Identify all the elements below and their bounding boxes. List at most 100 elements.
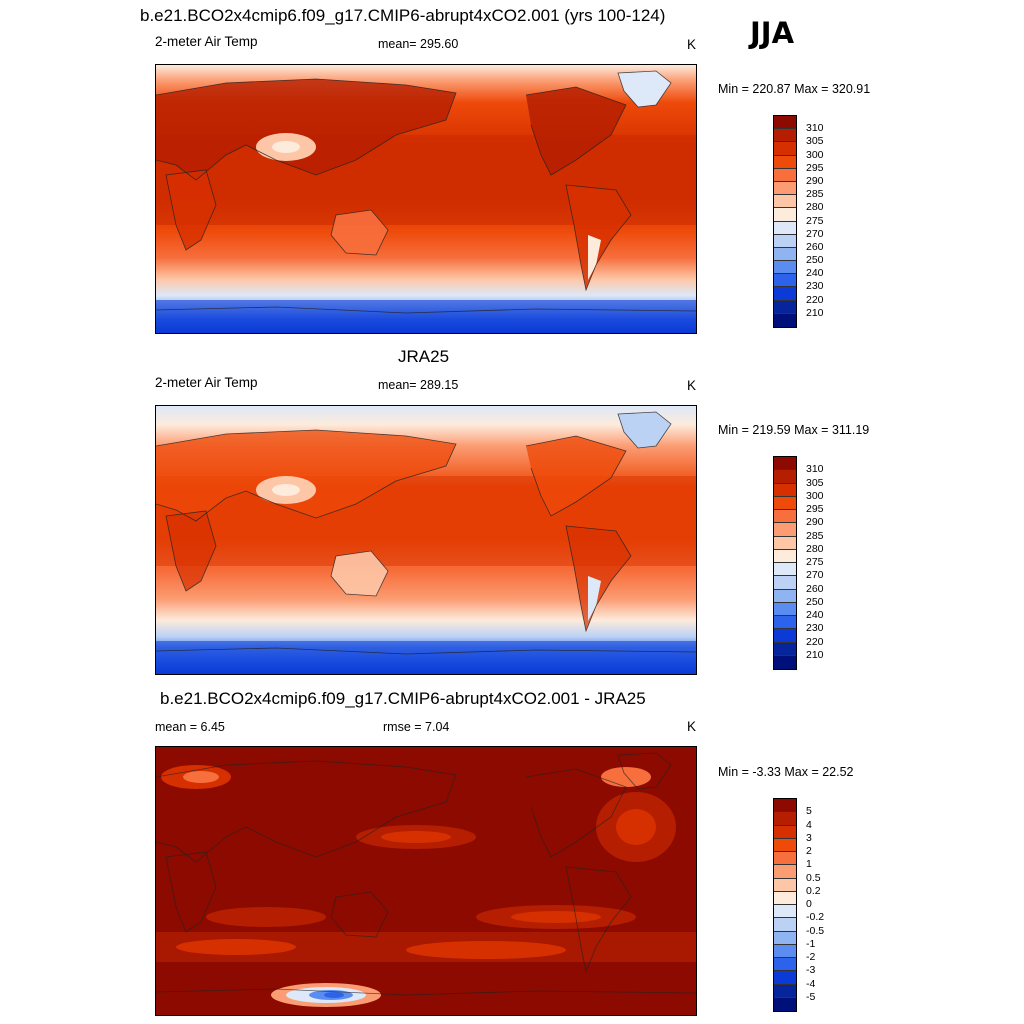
colorbar-swatch <box>774 602 796 616</box>
colorbar-swatch <box>774 997 796 1011</box>
colorbar-swatch <box>774 313 796 327</box>
colorbar-tick-label: 300 <box>806 489 824 502</box>
colorbar-swatch <box>774 195 796 209</box>
colorbar-swatch <box>774 536 796 550</box>
colorbar-swatch <box>774 549 796 563</box>
panel1-colorbar <box>773 115 797 328</box>
colorbar-swatch <box>774 523 796 537</box>
colorbar-tick-label: 305 <box>806 135 824 148</box>
colorbar-tick-label: -2 <box>806 951 816 963</box>
colorbar-tick-label: 230 <box>806 622 824 635</box>
colorbar-tick-label: -0.5 <box>806 924 825 937</box>
colorbar-tick-label: 260 <box>806 582 824 595</box>
colorbar-swatch <box>774 944 796 958</box>
colorbar-swatch <box>774 852 796 866</box>
colorbar-tick-label: 260 <box>806 240 824 253</box>
colorbar-swatch <box>774 208 796 222</box>
colorbar-tick-label: 1 <box>806 858 812 871</box>
colorbar-swatch <box>774 576 796 590</box>
panel1-units-label: K <box>687 37 697 52</box>
colorbar-swatch <box>774 905 796 919</box>
panel1-title: b.e21.BCO2x4cmip6.f09_g17.CMIP6-abrupt4x… <box>140 6 666 25</box>
colorbar-swatch <box>774 155 796 169</box>
panel2-mean-label: mean= 289.15 <box>378 378 459 392</box>
colorbar-swatch <box>774 181 796 196</box>
colorbar-tick-label: 220 <box>806 293 824 306</box>
colorbar-swatch <box>774 878 796 892</box>
colorbar-tick-label: 240 <box>806 267 824 280</box>
colorbar-tick-label: 295 <box>806 161 824 174</box>
colorbar-tick-label: 290 <box>806 516 824 529</box>
colorbar-swatch <box>774 825 796 839</box>
colorbar-swatch <box>774 457 796 471</box>
panel3-minmax-label: Min = -3.33 Max = 22.52 <box>718 765 854 779</box>
colorbar-swatch <box>774 142 796 156</box>
colorbar-swatch <box>774 470 796 484</box>
panel2-colorbar <box>773 456 797 670</box>
colorbar-tick-label: 285 <box>806 188 824 201</box>
colorbar-swatch <box>774 563 796 577</box>
panel2-title: JRA25 <box>398 347 450 366</box>
colorbar-swatch <box>774 287 796 301</box>
colorbar-tick-label: -4 <box>806 977 816 990</box>
colorbar-tick-label: 290 <box>806 174 824 187</box>
panel3-mean-label: mean = 6.45 <box>155 720 225 734</box>
colorbar-swatch <box>774 247 796 262</box>
panel2-units-label: K <box>687 378 697 393</box>
colorbar-tick-label: 270 <box>806 227 824 240</box>
colorbar-swatch <box>774 300 796 314</box>
panel3-units-label: K <box>687 719 697 734</box>
colorbar-swatch <box>774 799 796 813</box>
colorbar-tick-label: 3 <box>806 831 812 844</box>
colorbar-tick-label: 250 <box>806 254 824 267</box>
colorbar-tick-label: 275 <box>806 556 824 568</box>
panel2-variable-label: 2-meter Air Temp <box>155 375 258 390</box>
panel2-minmax-label: Min = 219.59 Max = 311.19 <box>718 423 870 437</box>
colorbar-swatch <box>774 234 796 248</box>
colorbar-tick-label: 285 <box>806 529 824 542</box>
colorbar-swatch <box>774 812 796 826</box>
panel3-colorbar <box>773 798 797 1012</box>
colorbar-swatch <box>774 589 796 603</box>
colorbar-tick-label: 210 <box>806 648 824 661</box>
colorbar-tick-label: 4 <box>806 818 812 831</box>
colorbar-swatch <box>774 918 796 932</box>
colorbar-tick-label: -0.2 <box>806 911 825 924</box>
colorbar-tick-label: 280 <box>806 201 824 214</box>
panel1-minmax-label: Min = 220.87 Max = 320.91 <box>718 82 871 96</box>
panel3-map <box>155 746 697 1016</box>
colorbar-swatch <box>774 865 796 879</box>
colorbar-tick-label: 275 <box>806 214 824 227</box>
colorbar-swatch <box>774 891 796 905</box>
colorbar-tick-label: 300 <box>806 148 824 161</box>
colorbar-tick-label: 210 <box>806 306 824 319</box>
colorbar-swatch <box>774 129 796 143</box>
panel1-variable-label: 2-meter Air Temp <box>155 34 258 49</box>
colorbar-tick-label: 310 <box>806 463 824 476</box>
colorbar-tick-label: -3 <box>806 964 816 977</box>
colorbar-tick-label: 5 <box>806 805 812 818</box>
colorbar-swatch <box>774 274 796 288</box>
colorbar-tick-label: -5 <box>806 990 816 1003</box>
colorbar-tick-label: 0.5 <box>806 871 821 884</box>
colorbar-swatch <box>774 629 796 643</box>
colorbar-swatch <box>774 168 796 182</box>
colorbar-tick-label: -1 <box>806 937 816 950</box>
colorbar-tick-label: 250 <box>806 595 824 608</box>
season-label: JJA <box>750 16 795 50</box>
colorbar-tick-label: 0.2 <box>806 884 821 897</box>
panel1-mean-label: mean= 295.60 <box>378 37 459 51</box>
colorbar-tick-label: 295 <box>806 503 824 515</box>
colorbar-tick-label: 270 <box>806 569 824 582</box>
colorbar-swatch <box>774 510 796 524</box>
panel2-map <box>155 405 697 675</box>
colorbar-tick-label: 230 <box>806 280 824 293</box>
colorbar-tick-label: 220 <box>806 635 824 648</box>
colorbar-swatch <box>774 838 796 852</box>
colorbar-swatch <box>774 483 796 497</box>
colorbar-tick-label: 240 <box>806 609 824 621</box>
colorbar-tick-label: 310 <box>806 122 824 135</box>
colorbar-tick-label: 0 <box>806 898 812 910</box>
panel1-map <box>155 64 697 334</box>
colorbar-swatch <box>774 984 796 998</box>
